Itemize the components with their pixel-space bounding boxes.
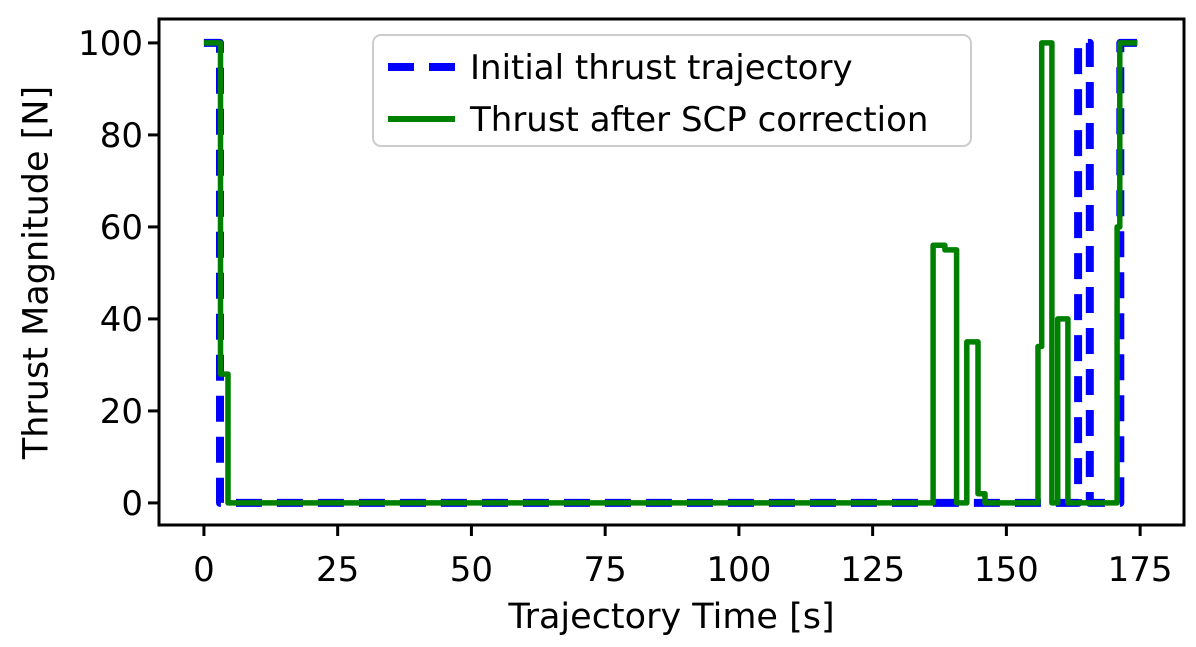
y-tick-label: 80 — [100, 116, 143, 156]
x-axis-label: Trajectory Time [s] — [508, 597, 835, 637]
y-axis-label: Thrust Magnitude [N] — [16, 85, 57, 460]
x-tick-label: 150 — [974, 550, 1039, 590]
x-tick-label: 100 — [706, 550, 771, 590]
y-tick-label: 40 — [100, 300, 143, 340]
legend-label-1: Thrust after SCP correction — [469, 100, 928, 140]
axes-spines — [157, 17, 1186, 527]
y-tick-label: 0 — [121, 484, 143, 524]
y-tick-label: 20 — [100, 392, 143, 432]
x-tick-label: 125 — [840, 550, 905, 590]
series-line-1 — [203, 40, 1138, 506]
x-tick-label: 75 — [584, 550, 627, 590]
y-tick-label: 60 — [100, 208, 143, 248]
x-tick-label: 25 — [316, 550, 359, 590]
legend-box — [372, 34, 972, 147]
x-tick-label: 50 — [450, 550, 493, 590]
x-tick-label: 175 — [1108, 550, 1173, 590]
legend-label-0: Initial thrust trajectory — [470, 48, 853, 88]
x-tick-label: 0 — [193, 550, 215, 590]
y-tick-label: 100 — [78, 24, 143, 64]
